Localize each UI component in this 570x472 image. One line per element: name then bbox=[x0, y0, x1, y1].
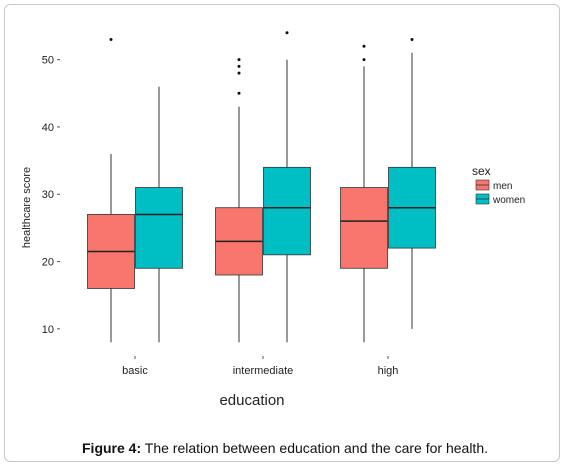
legend-label-women: women bbox=[492, 195, 525, 206]
box-men-high bbox=[340, 187, 388, 269]
outlier-men-intermediate bbox=[237, 58, 241, 62]
legend-label-men: men bbox=[493, 181, 512, 192]
outlier-men-intermediate bbox=[237, 64, 241, 68]
box-women-basic bbox=[135, 187, 183, 269]
x-tick-label-basic: basic bbox=[122, 365, 148, 377]
y-tick-label: 50 bbox=[42, 55, 54, 67]
caption-text: The relation between education and the c… bbox=[141, 440, 488, 456]
y-tick-label: 30 bbox=[42, 189, 54, 201]
boxplot-chart: 10 20 30 40 50 healthcare score basic intermedi… bbox=[21, 31, 525, 409]
y-tick-label: 40 bbox=[42, 122, 54, 134]
caption-label: Figure 4: bbox=[82, 440, 142, 456]
outlier-men-intermediate bbox=[237, 71, 241, 75]
legend-title: sex bbox=[472, 164, 491, 178]
outlier-women-high bbox=[410, 37, 414, 41]
x-axis-label: education bbox=[219, 392, 284, 409]
y-tick-label: 20 bbox=[42, 257, 54, 269]
y-axis-label: healthcare score bbox=[21, 167, 33, 248]
figure-caption: Figure 4: The relation between education… bbox=[0, 440, 570, 456]
outlier-women-intermediate bbox=[285, 31, 289, 35]
outlier-men-intermediate bbox=[237, 91, 241, 95]
outlier-men-basic bbox=[109, 37, 113, 41]
outlier-men-high bbox=[362, 44, 366, 48]
box-women-intermediate bbox=[263, 166, 311, 256]
x-tick-label-high: high bbox=[378, 365, 399, 377]
y-tick-label: 10 bbox=[42, 324, 54, 336]
outlier-men-high bbox=[362, 58, 366, 62]
x-tick-label-intermediate: intermediate bbox=[233, 365, 294, 377]
